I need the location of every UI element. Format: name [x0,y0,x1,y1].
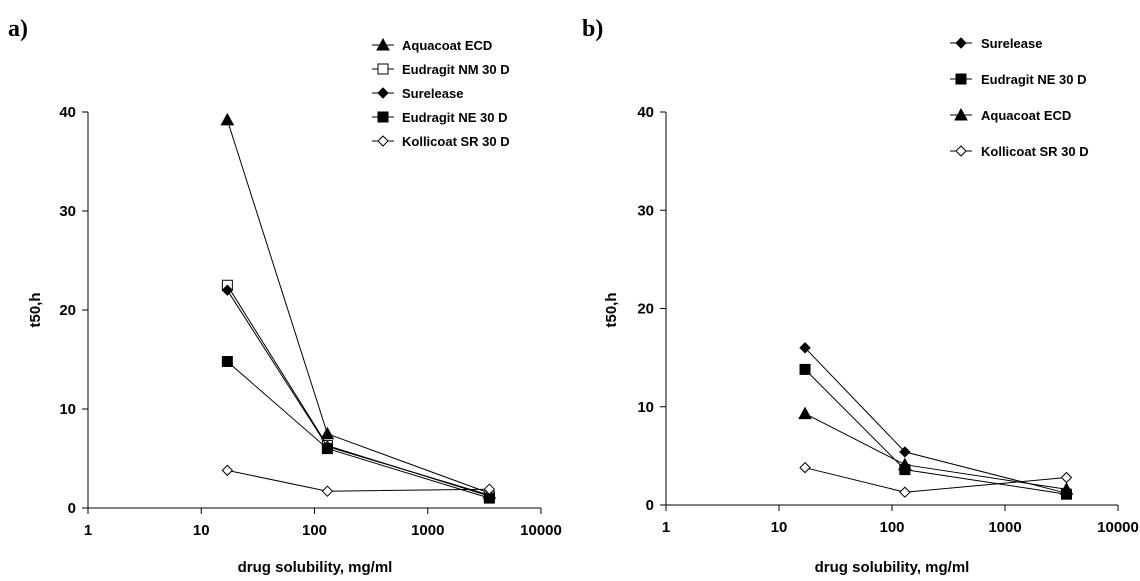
legend-marker [376,37,390,51]
x-tick-label: 100 [302,522,327,539]
legend-label: Kollicoat SR 30 D [402,134,510,149]
y-tick-label: 20 [637,301,654,318]
legend-label: Surelease [981,36,1042,51]
legend-entry: Aquacoat ECD [372,37,492,53]
data-point [220,112,235,126]
data-point [899,446,911,458]
x-tick-label: 1 [84,522,92,539]
panel-b: b) 0 10 20 30 40 1 10 100 1000 10000 drug solubilit… [582,16,1139,576]
x-tick-label: 10 [193,522,210,539]
legend-marker [377,87,389,99]
y-tick-label: 0 [646,497,654,514]
legend-label: Eudragit NE 30 D [981,72,1086,87]
legend-entry: Kollicoat SR 30 D [372,134,510,149]
y-tick-label: 10 [637,399,654,416]
data-point [320,426,335,440]
legend-marker [377,135,389,147]
data-point [483,483,496,495]
y-tick-label: 10 [59,401,76,418]
series-aquacoat-ecd [798,406,1074,495]
legend-label: Kollicoat SR 30 D [981,144,1089,159]
x-tick-label: 10000 [1097,519,1139,536]
panel-label: a) [8,16,28,42]
y-tick-label: 30 [637,202,654,219]
data-point [899,486,911,498]
legend-entry: Eudragit NE 30 D [372,110,507,125]
legend-marker [955,73,967,85]
data-point [221,284,234,296]
legend-label: Eudragit NM 30 D [402,62,510,77]
legend-entry: Eudragit NE 30 D [950,72,1086,87]
series-surelease [799,342,1073,499]
series-kollicoat-sr-30-d [799,461,1073,498]
series-line [804,413,1067,490]
data-point [1059,482,1074,495]
y-tick-label: 40 [59,104,76,121]
legend-entry: Aquacoat ECD [950,107,1071,123]
legend-entry: Kollicoat SR 30 D [950,144,1089,159]
data-point [321,443,333,455]
x-tick-label: 1000 [411,522,444,539]
x-tick-label: 10000 [520,522,562,539]
legend-label: Aquacoat ECD [981,108,1071,123]
legend-marker [377,111,389,123]
legend-label: Surelease [402,86,463,101]
x-tick-label: 1 [662,519,670,536]
data-point [221,355,233,367]
legend-entry: Surelease [950,36,1042,51]
data-point [321,485,334,497]
series-line [227,469,490,492]
data-point [799,363,811,375]
legend-marker [955,145,967,157]
data-point [799,342,811,354]
panel-a: a) 0 10 20 30 40 1 10 100 1000 10000 drug solubilit… [8,16,562,576]
x-axis-title: drug solubility, mg/ml [238,559,393,576]
series-line [226,361,490,499]
series-line [226,289,490,496]
y-tick-label: 40 [637,104,654,121]
data-point [1060,471,1073,484]
y-axis-title: t50,h [603,292,620,327]
series-aquacoat-ecd [220,112,497,499]
series-line [804,347,1067,494]
series-eudragit-nm-30-d [221,279,495,502]
legend-label: Eudragit NE 30 D [402,110,507,125]
legend-marker [377,63,389,75]
data-point [798,406,812,420]
y-tick-label: 0 [68,500,76,517]
legend-marker [954,107,968,121]
data-point [221,464,234,477]
series-line [226,119,490,494]
series-kollicoat-sr-30-d [221,464,496,497]
panel-label: b) [582,16,603,42]
x-axis-title: drug solubility, mg/ml [815,559,970,576]
series-eudragit-ne-30-d [221,355,495,504]
y-axis-title: t50,h [27,292,44,327]
legend-label: Aquacoat ECD [402,38,492,53]
y-tick-label: 20 [59,302,76,319]
x-tick-label: 1000 [988,519,1021,536]
legend-entry: Eudragit NM 30 D [372,62,510,77]
legend-marker [955,37,967,49]
data-point [898,457,912,471]
x-tick-label: 100 [879,519,904,536]
y-tick-label: 30 [59,203,76,220]
data-point [799,461,811,474]
x-tick-label: 10 [771,519,788,536]
series-line [226,285,490,497]
legend-entry: Surelease [372,86,463,101]
